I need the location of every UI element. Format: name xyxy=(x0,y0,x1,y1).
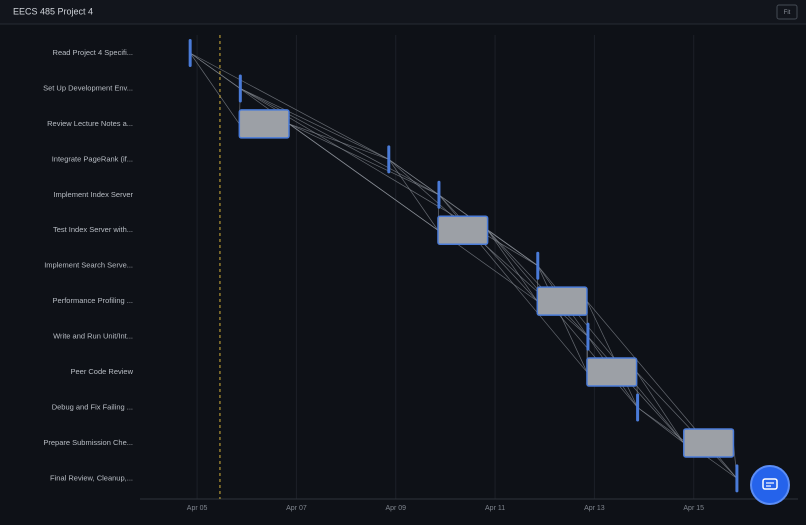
task-bar xyxy=(537,287,587,315)
task-bar xyxy=(239,110,289,138)
milestone xyxy=(189,39,192,67)
task-label: Read Project 4 Specifi... xyxy=(53,48,133,57)
task-label: Review Lecture Notes a... xyxy=(47,119,133,128)
milestone xyxy=(536,252,539,280)
task-label: Set Up Development Env... xyxy=(43,83,133,92)
header xyxy=(0,0,806,24)
task-label: Final Review, Cleanup,... xyxy=(50,473,133,482)
fit-button-label[interactable]: Fit xyxy=(784,10,791,16)
task-label: Integrate PageRank (if... xyxy=(52,154,133,163)
chat-button[interactable] xyxy=(751,466,789,504)
task-label: Peer Code Review xyxy=(70,367,133,376)
x-tick-label: Apr 15 xyxy=(683,505,704,512)
task-label: Performance Profiling ... xyxy=(53,296,133,305)
project-title: EECS 485 Project 4 xyxy=(13,6,93,16)
milestone xyxy=(735,464,738,492)
chat-button-circle[interactable] xyxy=(751,466,789,504)
milestone xyxy=(239,74,242,102)
task-label: Write and Run Unit/Int... xyxy=(53,332,133,341)
x-tick-label: Apr 09 xyxy=(385,505,406,512)
x-tick-label: Apr 11 xyxy=(485,505,505,512)
task-label: Debug and Fix Failing ... xyxy=(52,402,133,411)
task-label: Test Index Server with... xyxy=(53,225,133,234)
milestone xyxy=(636,394,639,422)
task-label: Implement Search Serve... xyxy=(44,261,133,270)
x-tick-label: Apr 05 xyxy=(187,505,208,512)
milestone xyxy=(586,323,589,351)
x-tick-label: Apr 13 xyxy=(584,505,605,512)
milestone xyxy=(437,181,440,209)
task-label: Prepare Submission Che... xyxy=(43,438,133,447)
task-bar xyxy=(684,429,734,457)
milestone xyxy=(387,145,390,173)
x-tick-label: Apr 07 xyxy=(286,505,307,512)
task-bar xyxy=(587,358,637,386)
task-bar xyxy=(438,216,488,244)
task-label: Implement Index Server xyxy=(53,190,133,199)
